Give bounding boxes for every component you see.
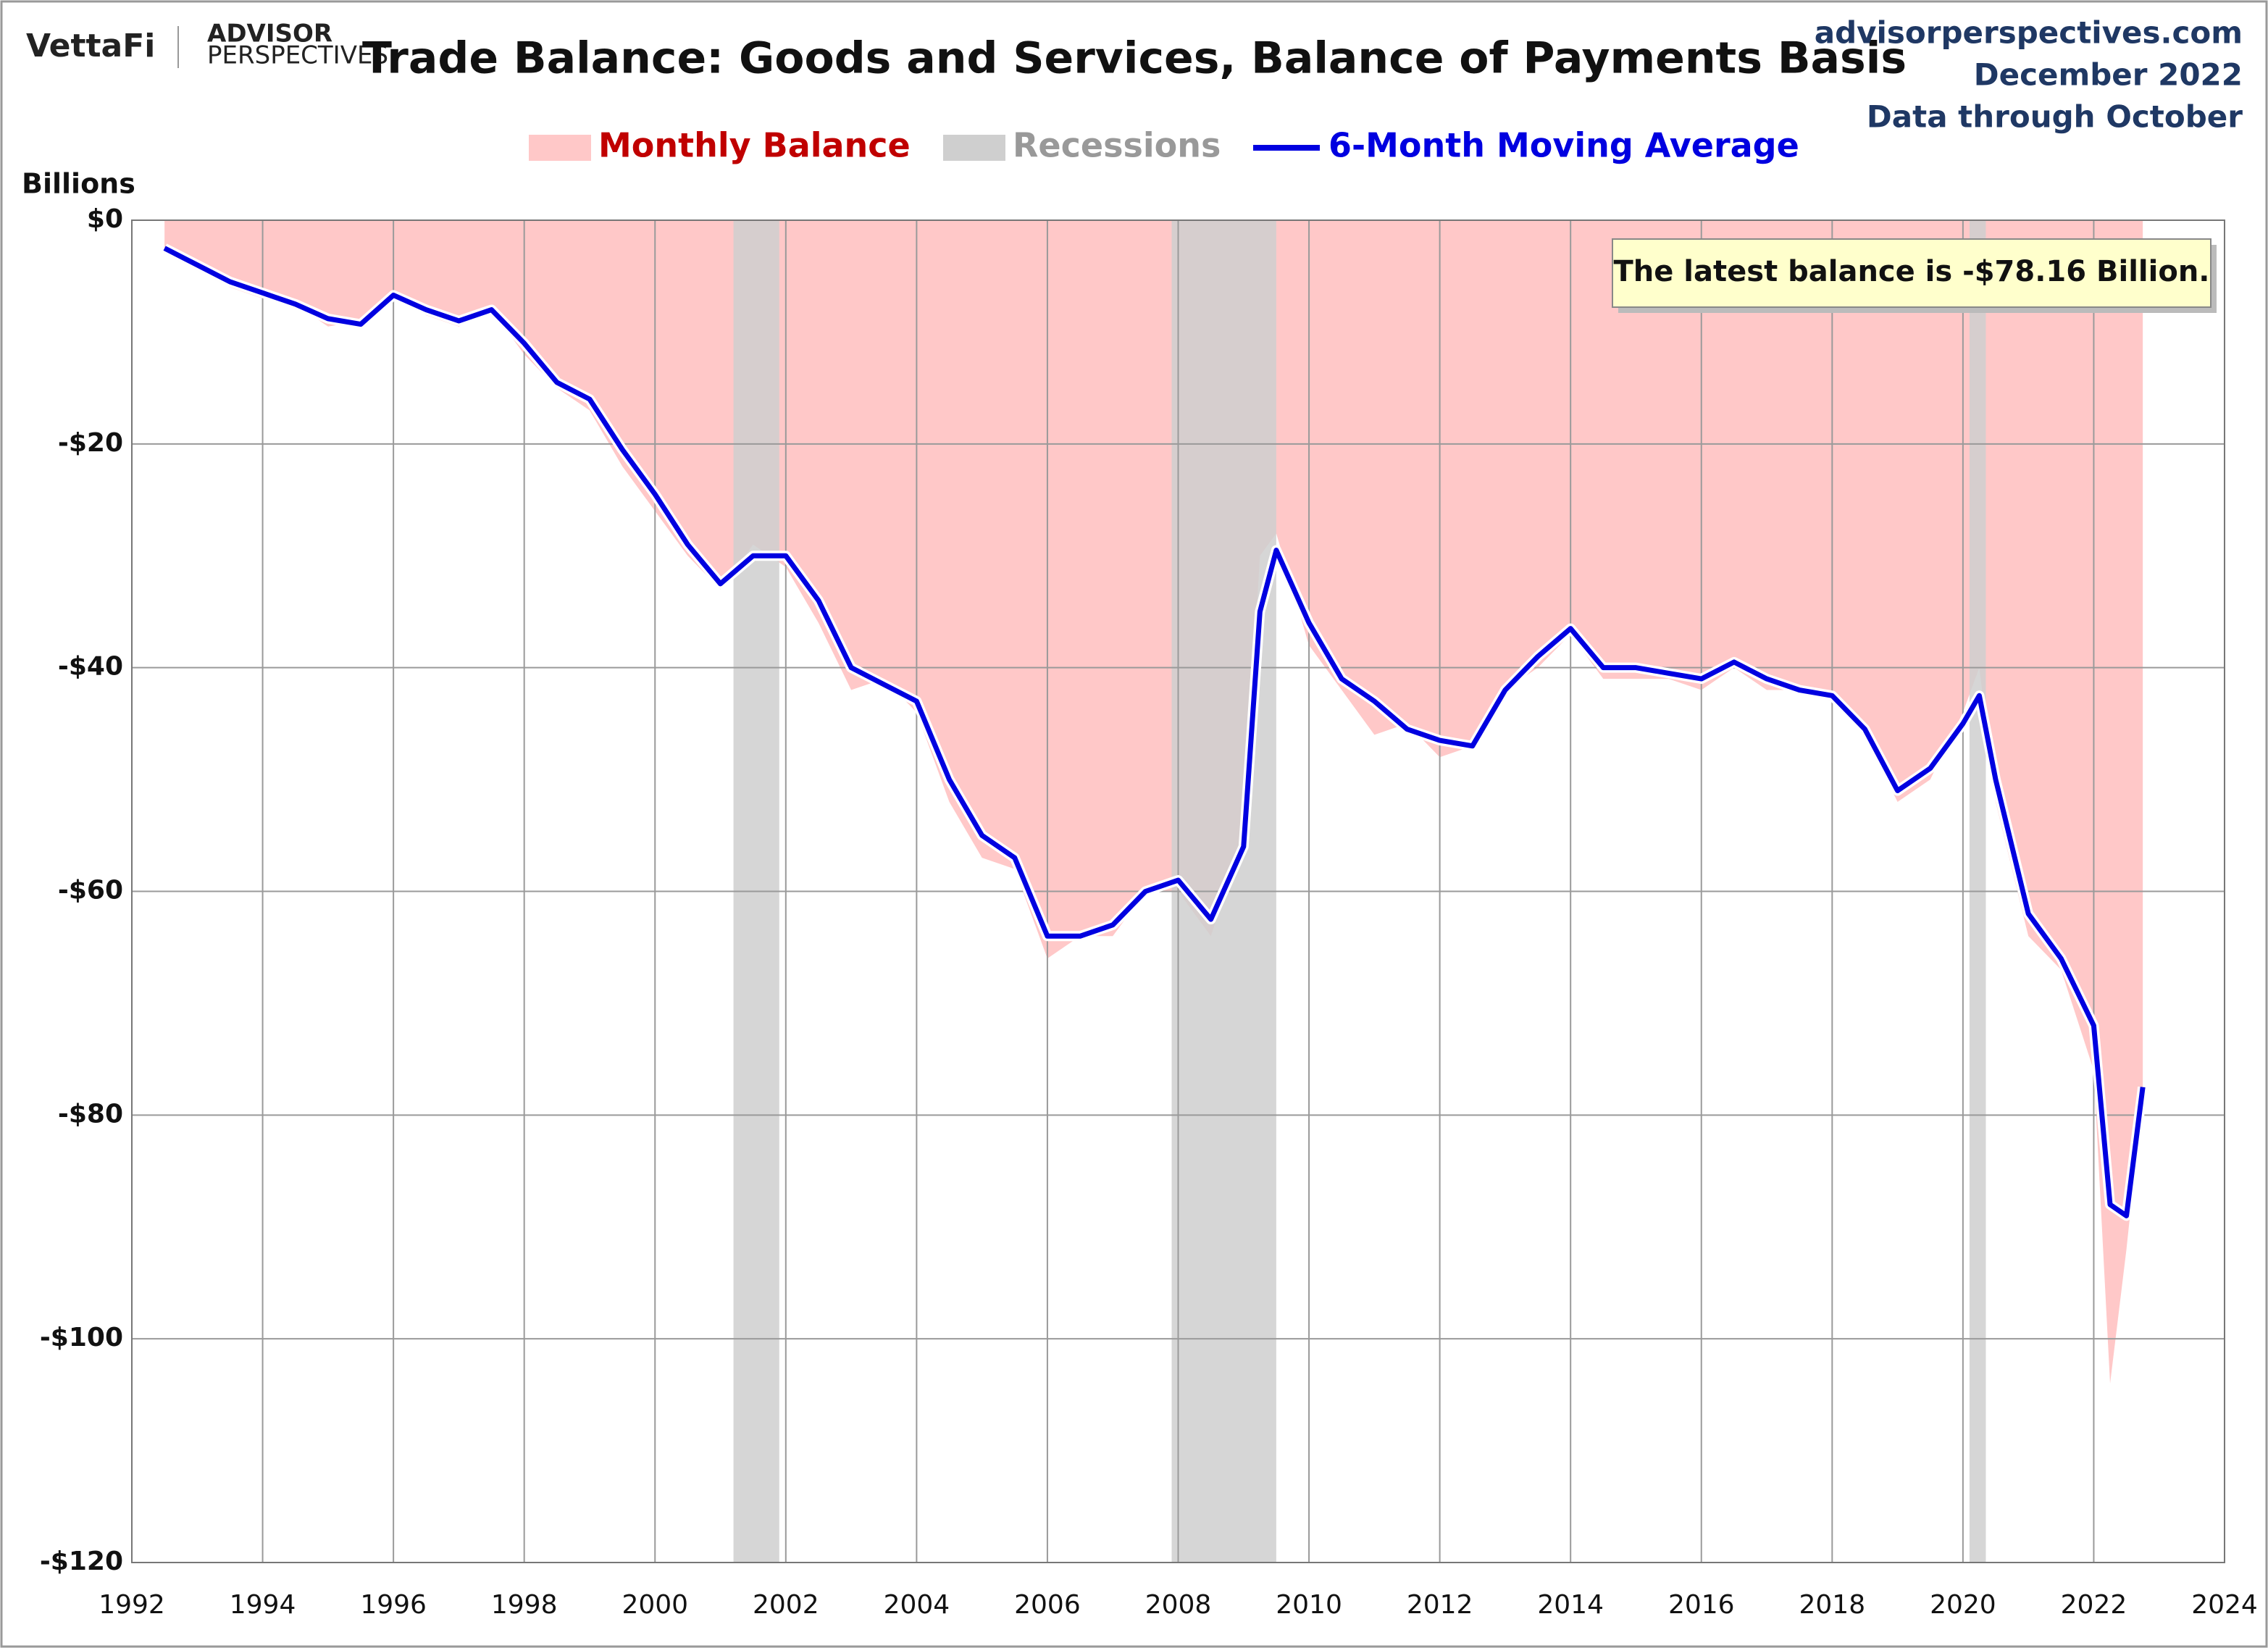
- x-tick-label: 2020: [1930, 1590, 1996, 1620]
- x-tick-label: 1996: [360, 1590, 427, 1620]
- y-tick-label: -$120: [40, 1547, 123, 1576]
- date: December 2022: [1974, 57, 2243, 93]
- legend-label: 6-Month Moving Average: [1328, 126, 1799, 165]
- y-axis-label: Billions: [22, 168, 135, 200]
- x-tick-label: 2016: [1668, 1590, 1735, 1620]
- x-tick-label: 2008: [1145, 1590, 1212, 1620]
- x-tick-label: 2004: [884, 1590, 950, 1620]
- ma-line: [163, 246, 2146, 1218]
- monthly-area: [164, 220, 2143, 1384]
- legend-swatch: [529, 135, 591, 161]
- x-tick-label: 2014: [1537, 1590, 1604, 1620]
- x-tick-label: 2000: [622, 1590, 688, 1620]
- brand-bottom: PERSPECTIVES: [207, 41, 388, 70]
- y-tick-label: -$80: [58, 1099, 123, 1129]
- y-tick-label: -$60: [58, 876, 123, 905]
- legend-label: Recessions: [1013, 126, 1221, 165]
- y-tick-label: $0: [87, 204, 123, 234]
- annotation-box: [1612, 238, 2211, 308]
- site: advisorperspectives.com: [1815, 15, 2243, 51]
- y-tick-label: -$100: [40, 1323, 123, 1352]
- x-tick-label: 2002: [753, 1590, 819, 1620]
- x-tick-label: 1994: [230, 1590, 296, 1620]
- plot-border: [131, 219, 2225, 1563]
- x-tick-label: 2006: [1014, 1590, 1081, 1620]
- x-tick-label: 2024: [2191, 1590, 2258, 1620]
- legend-label: Monthly Balance: [598, 126, 911, 165]
- legend-swatch: [943, 135, 1005, 161]
- x-tick-label: 2018: [1799, 1590, 1866, 1620]
- annotation: The latest balance is -$78.16 Billion.: [1613, 255, 2209, 288]
- x-tick-label: 2022: [2061, 1590, 2127, 1620]
- x-tick-label: 2012: [1407, 1590, 1473, 1620]
- x-tick-label: 2010: [1276, 1590, 1342, 1620]
- logo: VettaFi: [26, 28, 155, 64]
- brand-top: ADVISOR: [207, 20, 332, 49]
- y-tick-label: -$20: [58, 428, 123, 458]
- note: Data through October: [1867, 99, 2243, 135]
- x-tick-label: 1992: [99, 1590, 165, 1620]
- x-tick-label: 1998: [491, 1590, 558, 1620]
- y-tick-label: -$40: [58, 652, 123, 682]
- chart-title: Trade Balance: Goods and Services, Balan…: [362, 33, 1907, 84]
